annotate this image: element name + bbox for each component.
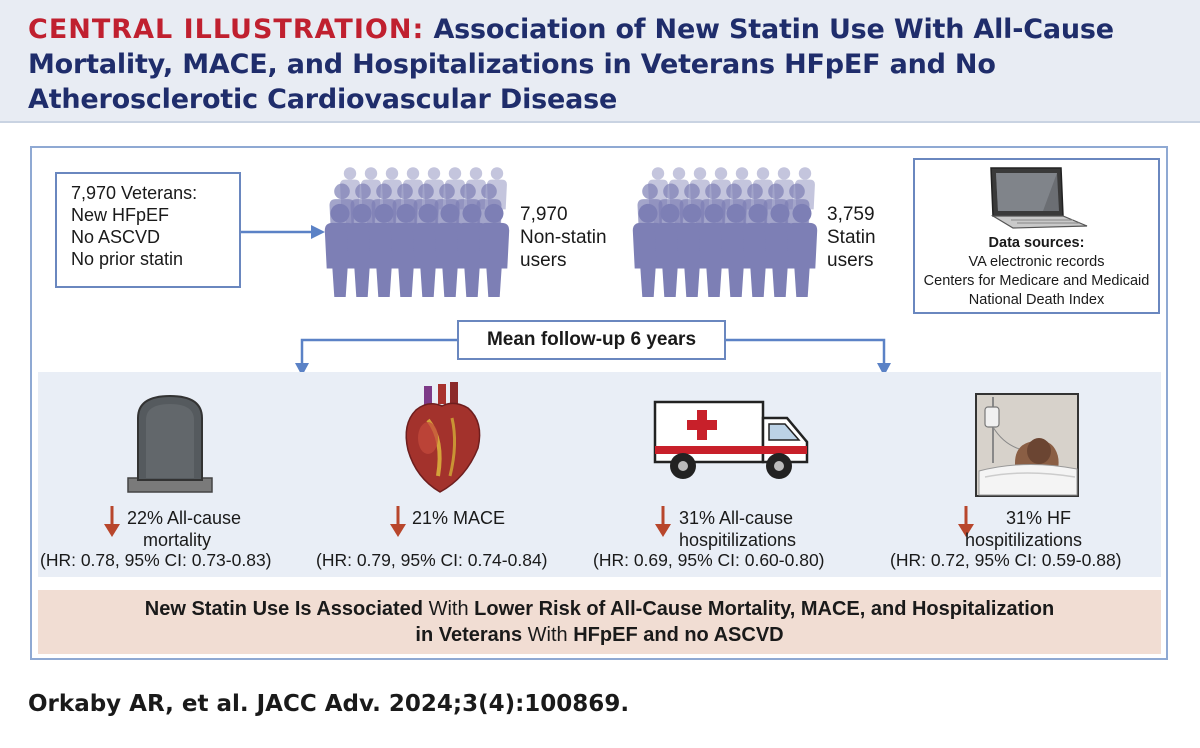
outcome-label-line1: 31% HF bbox=[1006, 508, 1072, 528]
conclusion-part: New Statin Use Is Associated bbox=[144, 598, 429, 620]
non-statin-crowd-icon bbox=[324, 167, 510, 297]
conclusion-part: HFpEF and no ASCVD bbox=[573, 624, 784, 646]
cohort-line-1: 7,970 Veterans: bbox=[71, 183, 198, 203]
cohort-line-3: No ASCVD bbox=[71, 227, 161, 247]
followup-box: Mean follow-up 6 years bbox=[457, 320, 726, 360]
cohort-arrow bbox=[241, 225, 325, 239]
conclusion-part: With bbox=[527, 624, 574, 646]
outcome-label-line2: hospitilizations bbox=[965, 530, 1083, 550]
laptop-icon bbox=[990, 167, 1088, 229]
ambulance-icon bbox=[653, 400, 809, 479]
data-source-item: Centers for Medicare and Medicaid bbox=[923, 273, 1150, 289]
followup-connector bbox=[295, 338, 891, 376]
statin-count: 3,759 bbox=[827, 204, 875, 225]
non-statin-label-1: Non-statin bbox=[520, 227, 607, 248]
down-arrow-icon bbox=[104, 506, 120, 537]
non-statin-label-2: users bbox=[520, 250, 567, 271]
outcome-mortality-label: 22% All-cause mortality bbox=[127, 507, 241, 551]
title-text: Association of New Statin Use With All-C… bbox=[28, 14, 1114, 115]
statin-label: 3,759 Statin users bbox=[827, 203, 876, 272]
statin-crowd-icon bbox=[632, 167, 818, 297]
outcome-label-line1: 21% MACE bbox=[412, 508, 506, 528]
outcome-hosp-hr: (HR: 0.69, 95% CI: 0.60-0.80) bbox=[593, 550, 825, 570]
data-source-item: VA electronic records bbox=[968, 254, 1105, 270]
non-statin-label: 7,970 Non-statin users bbox=[520, 203, 607, 272]
header-banner: CENTRAL ILLUSTRATION: Association of New… bbox=[0, 0, 1200, 123]
data-sources-text: Data sources: VA electronic records Cent… bbox=[915, 234, 1158, 310]
outcomes-band bbox=[38, 372, 1161, 577]
heart-icon bbox=[405, 382, 481, 493]
conclusion-part: With bbox=[428, 598, 475, 620]
statin-label-2: users bbox=[827, 250, 874, 271]
outcome-hosp-label: 31% All-cause hospitilizations bbox=[679, 507, 796, 551]
outcome-label-line1: 31% All-cause bbox=[679, 508, 794, 528]
outcome-hf-hr: (HR: 0.72, 95% CI: 0.59-0.88) bbox=[890, 550, 1122, 570]
outcome-mace-label: 21% MACE bbox=[412, 507, 505, 529]
conclusion-banner: New Statin Use Is Associated With Lower … bbox=[38, 590, 1161, 654]
cohort-line-4: No prior statin bbox=[71, 249, 184, 269]
conclusion-line-2: in Veterans With HFpEF and no ASCVD bbox=[38, 622, 1161, 648]
down-arrow-icon bbox=[958, 506, 974, 537]
citation: Orkaby AR, et al. JACC Adv. 2024;3(4):10… bbox=[28, 691, 630, 717]
cohort-box: 7,970 Veterans: New HFpEF No ASCVD No pr… bbox=[55, 172, 241, 288]
data-sources-box: Data sources: VA electronic records Cent… bbox=[913, 158, 1160, 314]
statin-label-1: Statin bbox=[827, 227, 876, 248]
title-lead: CENTRAL ILLUSTRATION: bbox=[28, 14, 425, 45]
outcome-mace-hr: (HR: 0.79, 95% CI: 0.74-0.84) bbox=[316, 550, 548, 570]
outcome-mortality-hr: (HR: 0.78, 95% CI: 0.73-0.83) bbox=[40, 550, 272, 570]
conclusion-line-1: New Statin Use Is Associated With Lower … bbox=[38, 596, 1161, 622]
cohort-line-2: New HFpEF bbox=[71, 205, 170, 225]
conclusion-part: in Veterans bbox=[415, 624, 528, 646]
data-sources-heading: Data sources: bbox=[988, 235, 1085, 251]
outcome-label-line2: mortality bbox=[143, 530, 212, 550]
down-arrow-icon bbox=[655, 506, 671, 537]
outcome-label-line2: hospitilizations bbox=[679, 530, 797, 550]
data-source-item: National Death Index bbox=[968, 292, 1105, 308]
outcome-label-line1: 22% All-cause bbox=[127, 508, 242, 528]
hospital-bed-icon bbox=[975, 393, 1079, 497]
tombstone-icon bbox=[127, 394, 213, 493]
page-title: CENTRAL ILLUSTRATION: Association of New… bbox=[28, 12, 1178, 117]
conclusion-part: Lower Risk of All-Cause Mortality, MACE,… bbox=[474, 598, 1055, 620]
outcome-hf-label: 31% HF hospitilizations bbox=[965, 507, 1082, 551]
down-arrow-icon bbox=[390, 506, 406, 537]
non-statin-count: 7,970 bbox=[520, 204, 568, 225]
